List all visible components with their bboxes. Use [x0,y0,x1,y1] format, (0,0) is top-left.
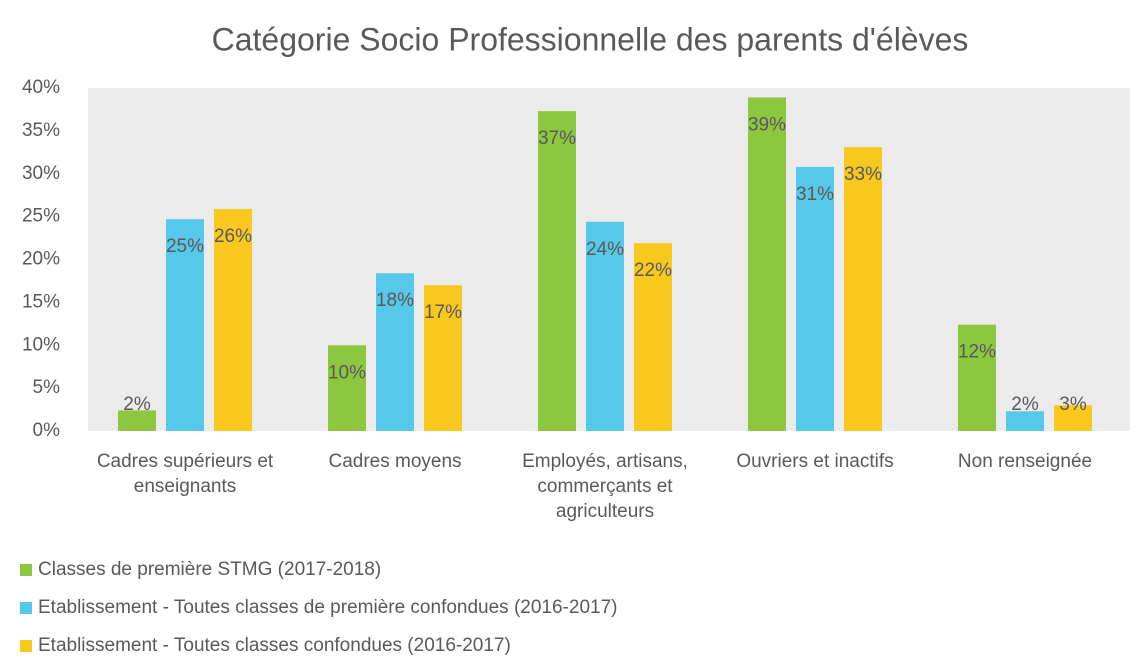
bar [166,219,204,431]
y-tick-label: 30% [22,163,60,184]
data-label: 12% [958,342,996,363]
bar [214,208,252,431]
legend-label: Etablissement - Toutes classes confondue… [38,635,511,656]
legend-swatch [20,602,32,614]
data-label: 26% [214,226,252,247]
bar [748,97,786,432]
bar [538,111,576,431]
chart-title: Catégorie Socio Professionnelle des pare… [212,21,969,57]
legend-swatch [20,640,32,652]
x-tick-label: Employés, artisans, commerçants et agricul… [522,451,688,522]
y-tick-label: 10% [22,334,60,355]
x-tick-label: Ouvriers et inactifs [736,451,893,472]
bar [958,324,996,431]
data-label: 17% [424,302,462,323]
data-label: 37% [538,128,576,149]
bar [376,273,414,431]
data-label: 24% [586,239,624,260]
bar [328,345,366,431]
bar [1006,411,1044,431]
legend-label: Classes de première STMG (2017-2018) [38,559,381,580]
x-tick-label: Cadres moyens [328,451,461,472]
y-tick-label: 20% [22,249,60,270]
data-label: 39% [748,114,786,135]
data-label: 2% [123,394,151,415]
data-label: 2% [1011,394,1039,415]
data-label: 18% [376,290,414,311]
y-tick-label: 0% [33,420,61,441]
data-label: 25% [166,236,204,257]
bar [1054,405,1092,431]
bar [634,243,672,431]
bar [118,410,156,431]
data-label: 3% [1059,394,1087,415]
y-tick-label: 5% [33,377,61,398]
data-label: 10% [328,362,366,383]
x-tick-label: Non renseignée [958,451,1092,472]
bar [424,285,462,431]
bar [586,221,624,431]
data-label: 31% [796,184,834,205]
legend-swatch [20,564,32,576]
y-tick-label: 25% [22,206,60,227]
y-tick-label: 15% [22,291,60,312]
bar [796,166,834,431]
legend-label: Etablissement - Toutes classes de premiè… [38,597,617,618]
data-label: 22% [634,260,672,281]
data-label: 33% [844,164,882,185]
y-tick-label: 40% [22,77,60,98]
x-tick-label: Cadres supérieurs et enseignants [97,451,274,497]
y-tick-label: 35% [22,120,60,141]
bar [844,147,882,432]
